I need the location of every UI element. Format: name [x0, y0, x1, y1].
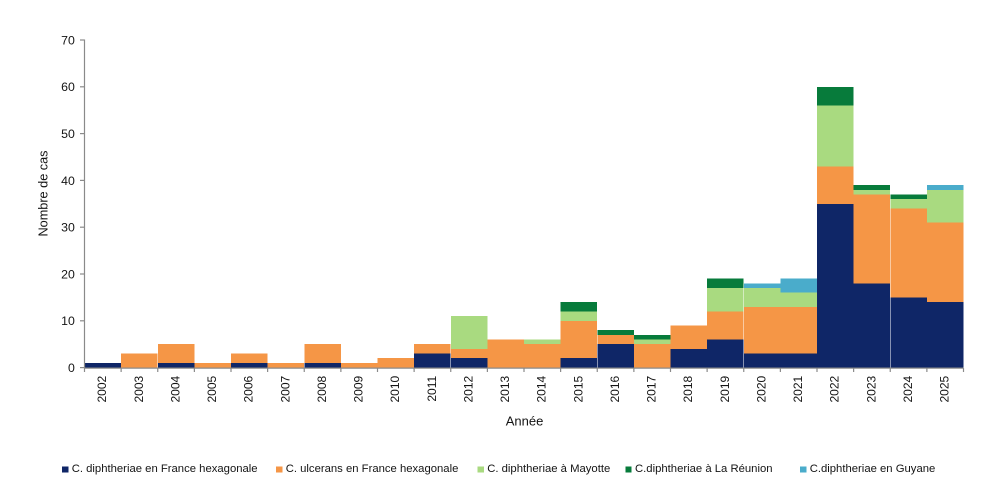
svg-text:Nombre de cas: Nombre de cas — [37, 150, 51, 236]
svg-text:10: 10 — [61, 314, 75, 328]
svg-text:2012: 2012 — [461, 375, 475, 402]
svg-text:40: 40 — [61, 174, 75, 188]
svg-text:2016: 2016 — [608, 375, 622, 402]
svg-text:0: 0 — [68, 361, 75, 375]
svg-text:60: 60 — [61, 80, 75, 94]
svg-text:2019: 2019 — [718, 375, 732, 402]
svg-text:2009: 2009 — [352, 375, 366, 402]
svg-text:Année: Année — [506, 414, 544, 429]
svg-text:2025: 2025 — [938, 375, 952, 402]
svg-text:2018: 2018 — [681, 375, 695, 402]
svg-text:2020: 2020 — [754, 375, 768, 402]
svg-text:C. ulcerans en France hexagona: C. ulcerans en France hexagonale — [286, 463, 459, 475]
svg-text:C.diphtheriae à La Réunion: C.diphtheriae à La Réunion — [635, 463, 773, 475]
svg-text:2011: 2011 — [425, 375, 439, 401]
svg-text:2024: 2024 — [901, 375, 915, 402]
svg-text:2003: 2003 — [132, 375, 146, 402]
svg-text:2017: 2017 — [645, 375, 659, 402]
svg-text:2015: 2015 — [571, 375, 585, 402]
svg-text:20: 20 — [61, 267, 75, 281]
svg-text:2008: 2008 — [315, 375, 329, 402]
svg-text:2007: 2007 — [278, 375, 292, 402]
svg-text:2004: 2004 — [168, 375, 182, 402]
svg-text:2006: 2006 — [242, 375, 256, 402]
svg-text:2010: 2010 — [388, 375, 402, 402]
svg-text:2005: 2005 — [205, 375, 219, 402]
svg-text:50: 50 — [61, 127, 75, 141]
svg-text:2002: 2002 — [95, 375, 109, 402]
svg-text:2022: 2022 — [828, 375, 842, 402]
svg-text:70: 70 — [61, 33, 75, 47]
svg-text:C. diphtheriae en France hexag: C. diphtheriae en France hexagonale — [72, 463, 258, 475]
svg-text:2013: 2013 — [498, 375, 512, 402]
svg-text:2023: 2023 — [864, 375, 878, 402]
svg-text:C.diphtheriae en Guyane: C.diphtheriae en Guyane — [810, 463, 936, 475]
svg-text:C. diphtheriae à Mayotte: C. diphtheriae à Mayotte — [487, 463, 610, 475]
svg-text:2014: 2014 — [535, 375, 549, 402]
svg-text:30: 30 — [61, 221, 75, 235]
svg-text:2021: 2021 — [791, 375, 805, 402]
